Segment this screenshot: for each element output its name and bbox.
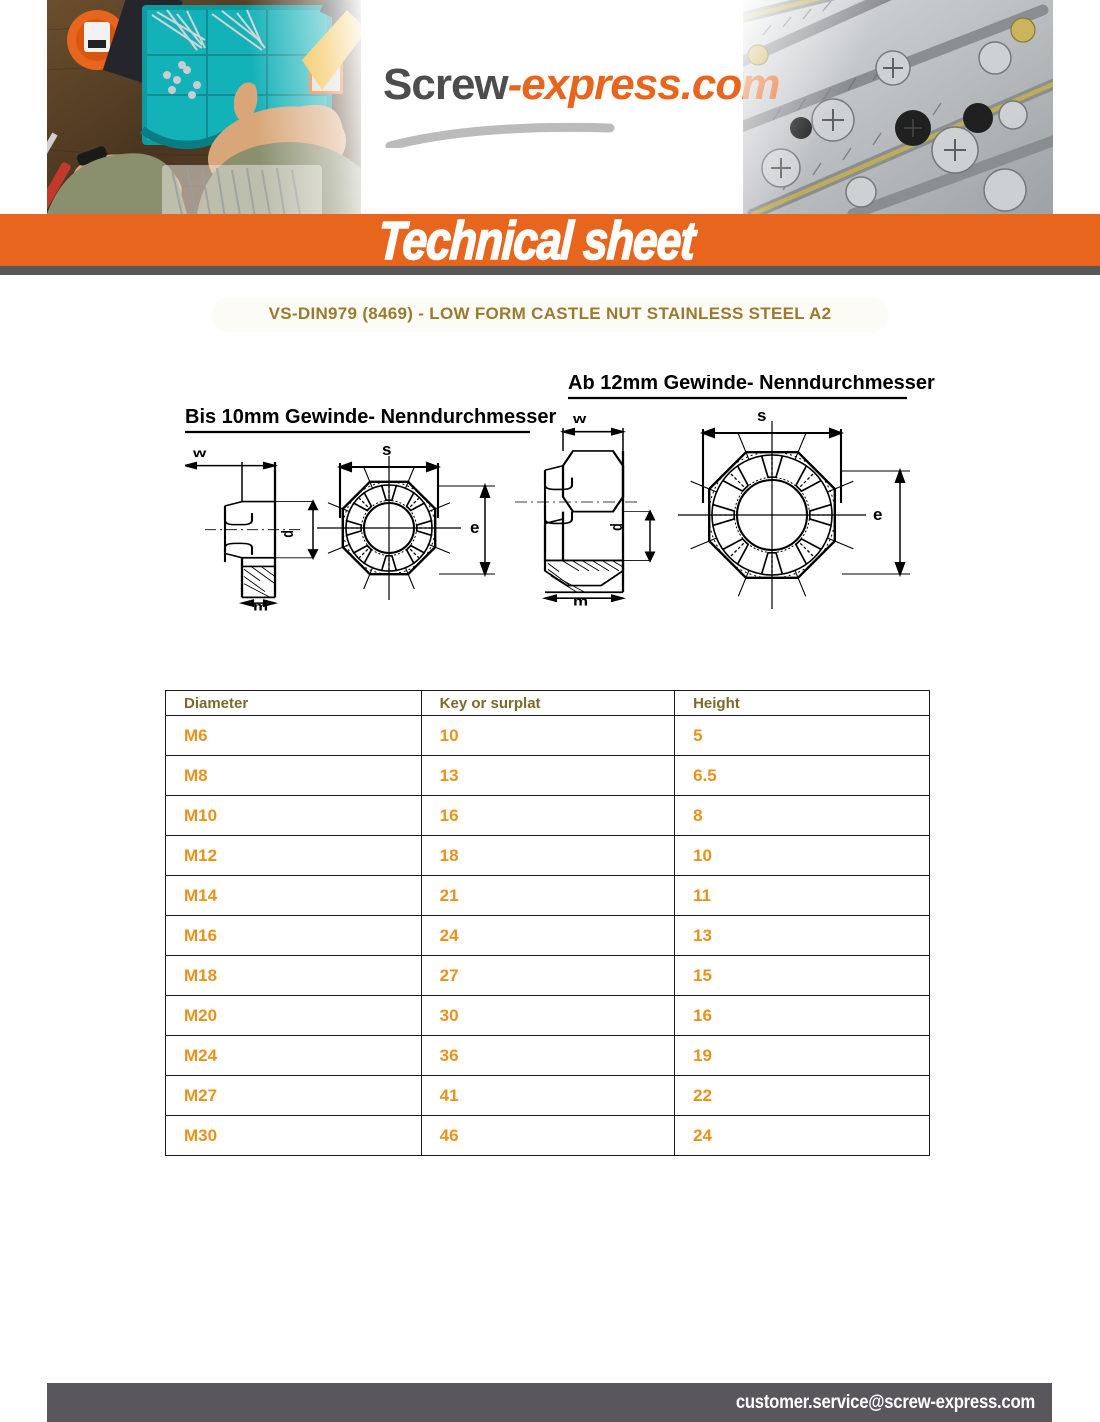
svg-text:s: s xyxy=(757,406,766,425)
svg-text:s: s xyxy=(382,440,391,459)
svg-text:m: m xyxy=(573,595,588,609)
svg-text:d: d xyxy=(607,523,626,531)
svg-text:e: e xyxy=(470,518,479,537)
svg-text:Bis 10mm Gewinde- Nenndurchmes: Bis 10mm Gewinde- Nenndurchmesser xyxy=(185,406,556,428)
svg-text:Ab 12mm Gewinde- Nenndurchmess: Ab 12mm Gewinde- Nenndurchmesser xyxy=(568,375,935,394)
svg-text:d: d xyxy=(279,530,297,537)
svg-text:w: w xyxy=(192,447,207,460)
svg-text:w: w xyxy=(572,412,587,426)
svg-text:e: e xyxy=(873,505,882,524)
